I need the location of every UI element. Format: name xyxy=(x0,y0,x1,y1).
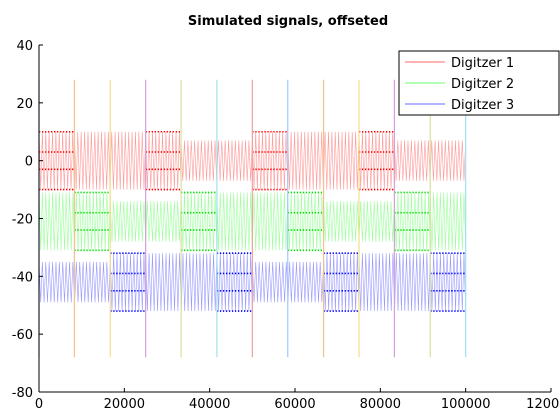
x-tick-label: 40000 xyxy=(189,397,230,412)
x-tick-label: 100000 xyxy=(441,397,491,412)
legend: Digitzer 1 Digitzer 2 Digitzer 3 xyxy=(398,50,560,116)
x-tick-label: 60000 xyxy=(274,397,315,412)
legend-label-1: Digitzer 1 xyxy=(451,56,514,71)
y-tick-label: 20 xyxy=(16,97,33,112)
x-tick-label: 80000 xyxy=(360,397,401,412)
vertical-markers xyxy=(38,79,467,358)
x-tick-label: 120000 xyxy=(526,397,560,412)
y-tick-label: 0 xyxy=(25,155,33,170)
legend-label-2: Digitzer 2 xyxy=(451,77,514,92)
y-tick-label: 40 xyxy=(16,39,33,54)
chart-title: Simulated signals, offseted xyxy=(188,14,388,29)
x-tick-label: 0 xyxy=(35,397,43,412)
y-tick-label: -40 xyxy=(12,270,33,285)
legend-label-3: Digitzer 3 xyxy=(451,98,514,113)
y-tick-label: -60 xyxy=(12,328,33,343)
x-tick-label: 20000 xyxy=(104,397,145,412)
y-tick-label: -20 xyxy=(12,213,33,228)
y-tick-label: -80 xyxy=(12,386,33,401)
axes: 0 20000 40000 60000 80000 100000 120000 -80 -60 -… xyxy=(12,39,560,412)
plot-area xyxy=(38,79,467,358)
